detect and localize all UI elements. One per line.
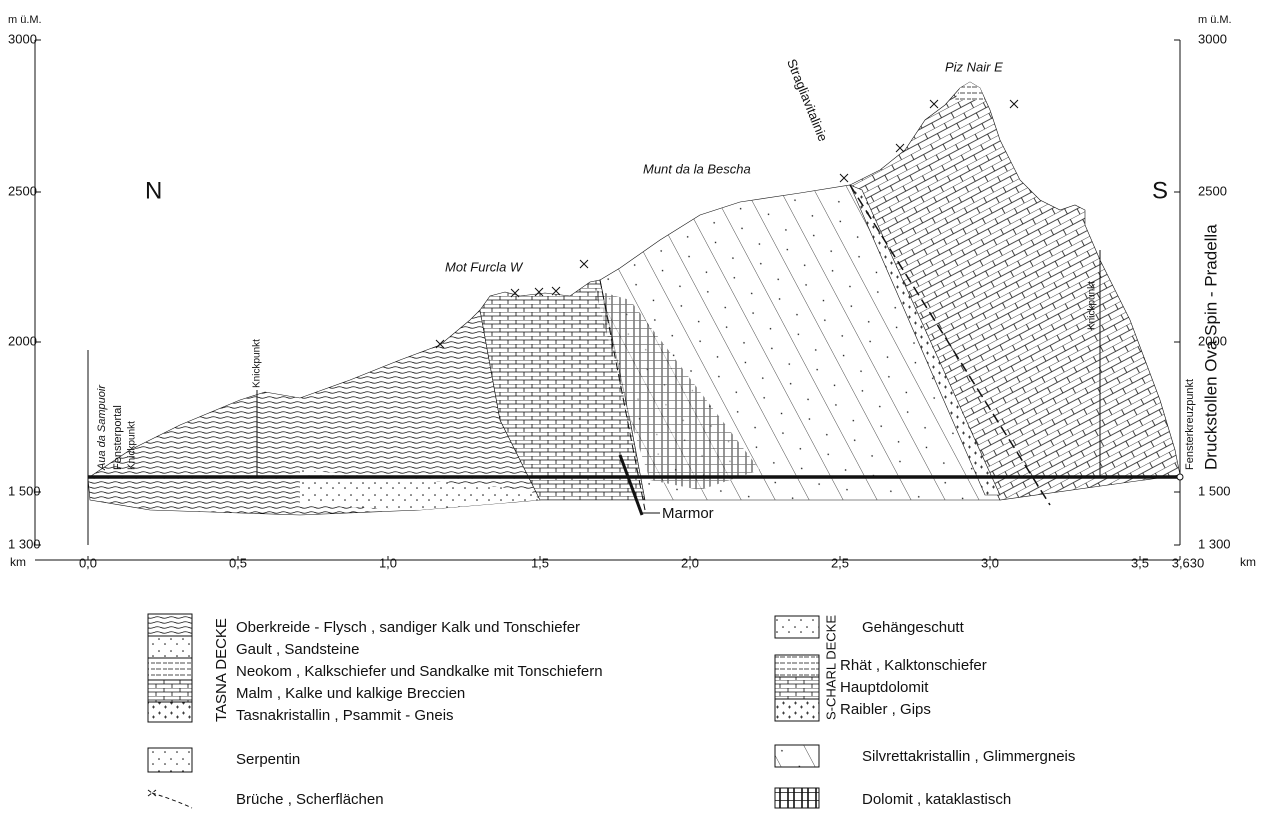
y-tick-label: 2500 bbox=[8, 183, 37, 198]
legend-swatch bbox=[148, 614, 192, 636]
legend-text: Raibler , Gips bbox=[840, 701, 931, 718]
tunnel-end bbox=[1177, 474, 1183, 480]
y-tick-label: 2500 bbox=[1198, 183, 1227, 198]
peak-label: Munt da la Bescha bbox=[643, 161, 751, 176]
x-tick-label: 3,5 bbox=[1131, 555, 1149, 570]
unit-left: m ü.M. bbox=[8, 14, 42, 26]
x-tick-label: 0,5 bbox=[229, 555, 247, 570]
legend: TASNA DECKE Serpentin Brüche , Scherfläc… bbox=[148, 614, 1075, 808]
legend-group: TASNA DECKE bbox=[213, 618, 230, 722]
marmor-label: Marmor bbox=[662, 505, 714, 522]
unit-right: m ü.M. bbox=[1198, 14, 1232, 26]
y-tick-label: 1 500 bbox=[1198, 483, 1231, 498]
x-tick-label: 0,0 bbox=[79, 555, 97, 570]
legend-text: Malm , Kalke und kalkige Breccien bbox=[236, 685, 465, 702]
marker-label: Fensterkreuzpunkt bbox=[1184, 379, 1196, 470]
south: S bbox=[1152, 177, 1168, 204]
cross-section: m ü.M. m ü.M. km km 3000 2500 2000 1 500 1 3… bbox=[0, 0, 1268, 810]
y-tick-label: 2000 bbox=[8, 333, 37, 348]
legend-text: Tasnakristallin , Psammit - Gneis bbox=[236, 707, 454, 724]
peak-label: Mot Furcla W bbox=[445, 259, 524, 274]
legend-swatch bbox=[148, 658, 192, 680]
rhaet-cap bbox=[955, 82, 985, 100]
river-label: Aua da Sampuoir bbox=[96, 384, 108, 471]
north: N bbox=[145, 177, 162, 204]
legend-swatch bbox=[775, 788, 819, 808]
y-tick-label: 1 500 bbox=[8, 483, 41, 498]
x-tick-label: 2,0 bbox=[681, 555, 699, 570]
legend-swatch bbox=[148, 790, 192, 808]
x-unit-left: km bbox=[10, 555, 26, 569]
legend-swatch bbox=[148, 636, 192, 658]
x-unit-right: km bbox=[1240, 555, 1256, 569]
legend-text: Silvrettakristallin , Glimmergneis bbox=[862, 748, 1075, 765]
tunnel-label: Druckstollen Ova Spin - Pradella bbox=[1201, 224, 1220, 470]
peak-label: Piz Nair E bbox=[945, 59, 1003, 74]
legend-swatch bbox=[775, 699, 819, 721]
x-tick-label: 1,5 bbox=[531, 555, 549, 570]
legend-text: Dolomit , kataklastisch bbox=[862, 791, 1011, 808]
legend-text: Hauptdolomit bbox=[840, 679, 929, 696]
marker-label: Knickpunkt bbox=[252, 339, 263, 388]
y-tick-label: 1 300 bbox=[8, 536, 41, 551]
legend-swatch bbox=[775, 616, 819, 638]
legend-text: Gault , Sandsteine bbox=[236, 641, 359, 658]
y-tick-label: 1 300 bbox=[1198, 536, 1231, 551]
legend-text: Gehängeschutt bbox=[862, 619, 965, 636]
x-tick-label: 2,5 bbox=[831, 555, 849, 570]
fault-label: Stragliavitalinie bbox=[784, 57, 831, 144]
marker-label: Knickpunkt bbox=[1087, 281, 1098, 330]
legend-swatch bbox=[148, 702, 192, 722]
legend-text: Neokom , Kalkschiefer und Sandkalke mit … bbox=[236, 663, 603, 680]
legend-group: S-CHARL DECKE bbox=[823, 615, 838, 720]
legend-swatch bbox=[775, 655, 819, 677]
legend-text: Brüche , Scherflächen bbox=[236, 791, 384, 808]
x-tick-label: 1,0 bbox=[379, 555, 397, 570]
legend-swatch bbox=[775, 745, 819, 767]
legend-text: Oberkreide - Flysch , sandiger Kalk und … bbox=[236, 619, 580, 636]
marker-label: Knickpunkt bbox=[127, 421, 138, 470]
legend-text: Serpentin bbox=[236, 751, 300, 768]
legend-swatch bbox=[775, 677, 819, 699]
marker-label: Fensterportal bbox=[112, 405, 124, 470]
y-tick-label: 3000 bbox=[1198, 31, 1227, 46]
legend-swatch bbox=[148, 748, 192, 772]
legend-text: Rhät , Kalktonschiefer bbox=[840, 657, 987, 674]
x-tick-label: 3,630 bbox=[1172, 555, 1205, 570]
legend-swatch bbox=[148, 680, 192, 702]
x-tick-label: 3,0 bbox=[981, 555, 999, 570]
y-tick-label: 3000 bbox=[8, 31, 37, 46]
